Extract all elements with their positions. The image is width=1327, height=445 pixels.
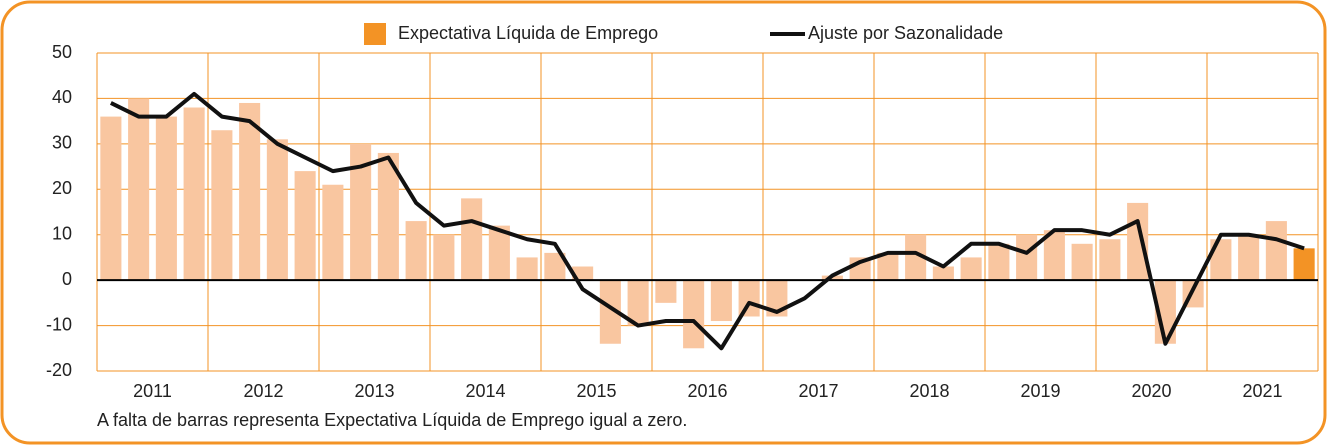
x-tick-label: 2014 — [465, 381, 505, 401]
bar — [128, 98, 150, 281]
y-tick-label: 50 — [52, 42, 72, 62]
legend-label: Expectativa Líquida de Emprego — [398, 23, 658, 43]
x-tick-label: 2013 — [354, 381, 394, 401]
bar — [1238, 234, 1260, 281]
bar — [655, 280, 677, 303]
bar — [516, 257, 538, 281]
bar — [294, 171, 316, 281]
note: A falta de barras representa Expectativa… — [97, 410, 687, 430]
x-tick-label: 2015 — [576, 381, 616, 401]
x-tick-label: 2020 — [1131, 381, 1171, 401]
bar — [738, 280, 760, 317]
bar — [544, 252, 566, 281]
bar — [1016, 234, 1038, 281]
bar — [1293, 248, 1315, 281]
bar — [988, 243, 1010, 281]
bar — [1099, 239, 1121, 281]
bar — [627, 280, 649, 326]
y-tick-label: 30 — [52, 133, 72, 153]
bar — [905, 234, 927, 281]
y-tick-label: -10 — [46, 314, 72, 334]
bar — [572, 266, 594, 281]
x-tick-label: 2019 — [1020, 381, 1060, 401]
bar — [1127, 202, 1149, 281]
bar — [683, 280, 705, 349]
bar — [405, 221, 427, 281]
y-tick-label: 40 — [52, 87, 72, 107]
bar — [488, 225, 510, 281]
bar — [266, 139, 288, 281]
bar — [932, 266, 954, 281]
bar — [1265, 221, 1287, 281]
y-tick-label: 0 — [62, 269, 72, 289]
bar — [211, 130, 233, 281]
x-tick-label: 2016 — [687, 381, 727, 401]
bar — [960, 257, 982, 281]
bar — [155, 116, 177, 281]
x-tick-label: 2017 — [798, 381, 838, 401]
bar — [377, 152, 399, 281]
y-tick-label: -20 — [46, 360, 72, 380]
bar — [322, 184, 344, 281]
line — [109, 91, 1305, 351]
bar — [183, 107, 205, 281]
bar — [599, 280, 621, 344]
y-tick-label: 10 — [52, 223, 72, 243]
x-tick-label: 2012 — [243, 381, 283, 401]
bar — [1071, 243, 1093, 281]
bar — [877, 252, 899, 281]
bar — [461, 198, 483, 281]
bar — [100, 116, 122, 281]
legend-swatch — [364, 23, 386, 45]
bar — [239, 102, 261, 281]
legend-label: Ajuste por Sazonalidade — [808, 23, 1003, 43]
bar — [710, 280, 732, 322]
x-tick-label: 2021 — [1242, 381, 1282, 401]
bar — [350, 143, 372, 281]
y-tick-label: 20 — [52, 178, 72, 198]
x-tick-label: 2011 — [133, 381, 172, 401]
bar — [433, 234, 455, 281]
x-tick-label: 2018 — [909, 381, 949, 401]
bar — [1043, 230, 1065, 281]
